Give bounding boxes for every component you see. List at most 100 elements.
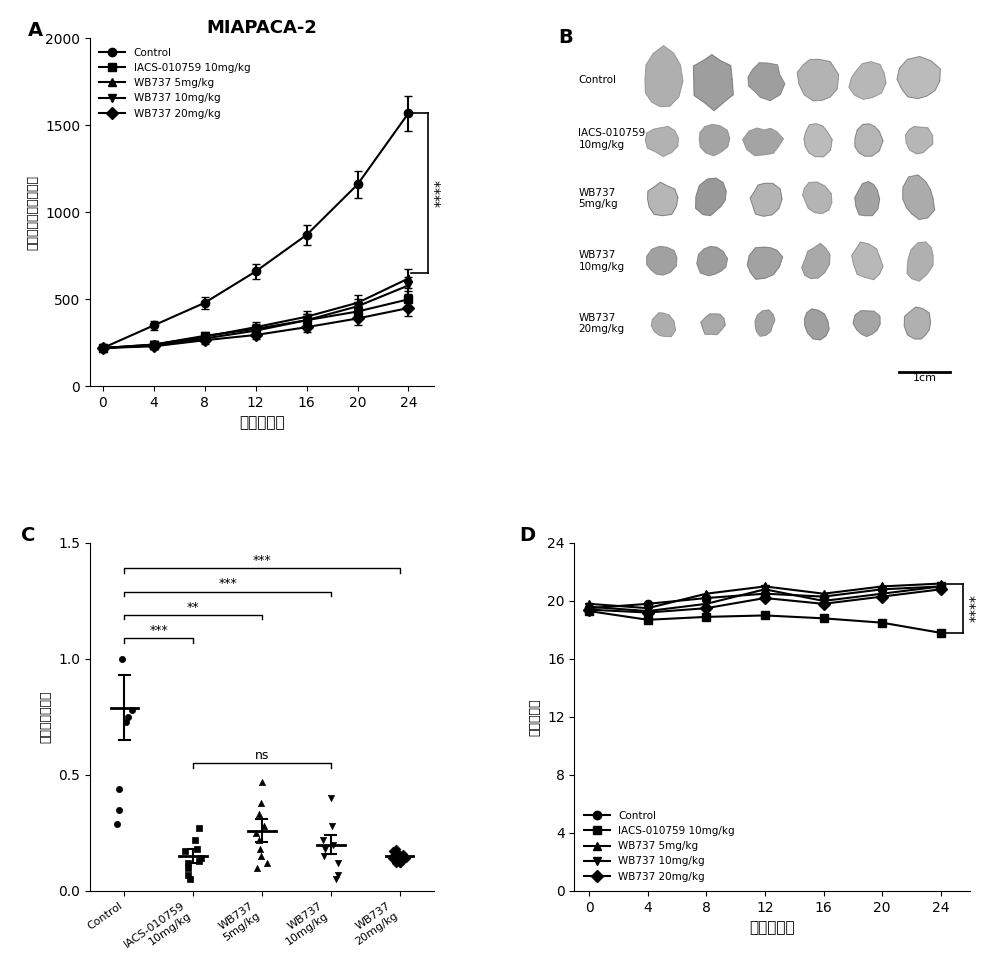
WB737 20mg/kg — [818, 598, 830, 609]
IACS-010759 10mg/kg — [818, 612, 830, 624]
Polygon shape — [696, 178, 726, 216]
Line: WB737 10mg/kg: WB737 10mg/kg — [585, 582, 945, 615]
Polygon shape — [701, 314, 725, 334]
Polygon shape — [697, 246, 727, 276]
Text: ***: *** — [149, 624, 168, 637]
WB737 10mg/kg — [583, 601, 595, 612]
WB737 20mg/kg — [700, 603, 712, 614]
Point — [385, 844, 401, 859]
Text: B: B — [559, 28, 573, 47]
Text: Control: Control — [578, 75, 616, 85]
Point — [251, 833, 267, 848]
Polygon shape — [802, 243, 830, 279]
Point — [330, 867, 346, 882]
Text: 1cm: 1cm — [913, 373, 937, 383]
Polygon shape — [645, 46, 683, 106]
Y-axis label: 肿瘤体积（立方毫米）: 肿瘤体积（立方毫米） — [27, 174, 40, 250]
Point — [325, 837, 341, 853]
Legend: Control, IACS-010759 10mg/kg, WB737 5mg/kg, WB737 10mg/kg, WB737 20mg/kg: Control, IACS-010759 10mg/kg, WB737 5mg/… — [95, 43, 255, 123]
Polygon shape — [648, 182, 678, 216]
Text: ***: *** — [253, 555, 271, 567]
Title: MIAPACA-2: MIAPACA-2 — [207, 19, 317, 36]
WB737 5mg/kg — [876, 581, 888, 592]
Point — [114, 651, 130, 667]
Point — [191, 854, 207, 869]
WB737 20mg/kg — [876, 591, 888, 603]
Control — [876, 583, 888, 595]
IACS-010759 10mg/kg — [876, 617, 888, 628]
IACS-010759 10mg/kg — [700, 611, 712, 623]
Polygon shape — [904, 308, 930, 339]
Line: IACS-010759 10mg/kg: IACS-010759 10mg/kg — [585, 607, 945, 637]
Point — [330, 855, 346, 871]
Polygon shape — [747, 247, 783, 279]
Point — [193, 851, 209, 866]
Point — [120, 709, 136, 724]
Control — [759, 588, 771, 600]
IACS-010759 10mg/kg — [935, 627, 947, 639]
Point — [191, 821, 207, 836]
X-axis label: 时间（天）: 时间（天） — [749, 921, 795, 935]
Point — [124, 702, 140, 718]
Text: WB737
20mg/kg: WB737 20mg/kg — [578, 313, 625, 334]
Polygon shape — [852, 242, 883, 280]
Point — [254, 774, 270, 789]
Polygon shape — [743, 128, 783, 155]
WB737 5mg/kg — [700, 588, 712, 600]
Polygon shape — [907, 242, 933, 281]
WB737 10mg/kg — [935, 581, 947, 592]
WB737 10mg/kg — [700, 598, 712, 609]
WB737 5mg/kg — [818, 588, 830, 600]
Text: IACS-010759
10mg/kg: IACS-010759 10mg/kg — [578, 128, 646, 150]
Text: D: D — [519, 526, 535, 544]
Point — [317, 841, 333, 856]
Polygon shape — [897, 57, 940, 99]
Point — [384, 851, 400, 866]
WB737 20mg/kg — [759, 592, 771, 604]
Point — [111, 781, 127, 796]
Line: WB737 20mg/kg: WB737 20mg/kg — [585, 585, 945, 617]
Point — [328, 872, 344, 887]
Polygon shape — [855, 124, 883, 156]
Control — [935, 581, 947, 592]
Polygon shape — [849, 62, 886, 100]
Point — [118, 714, 134, 729]
Text: A: A — [28, 21, 43, 40]
WB737 5mg/kg — [759, 581, 771, 592]
WB737 20mg/kg — [935, 583, 947, 595]
Text: WB737
10mg/kg: WB737 10mg/kg — [578, 250, 625, 272]
Point — [395, 846, 411, 861]
Y-axis label: 肿瘤重量（克）: 肿瘤重量（克） — [40, 691, 53, 743]
WB737 20mg/kg — [642, 606, 654, 618]
Point — [385, 849, 401, 864]
Point — [111, 802, 127, 817]
Point — [324, 818, 340, 833]
Text: WB737
5mg/kg: WB737 5mg/kg — [578, 188, 618, 209]
Text: ***: *** — [218, 578, 237, 590]
Polygon shape — [699, 125, 730, 155]
Line: Control: Control — [585, 582, 945, 612]
WB737 5mg/kg — [642, 603, 654, 614]
Polygon shape — [750, 183, 782, 217]
IACS-010759 10mg/kg — [642, 614, 654, 626]
Point — [316, 849, 332, 864]
WB737 10mg/kg — [642, 605, 654, 617]
WB737 5mg/kg — [935, 578, 947, 589]
Text: C: C — [21, 526, 36, 544]
Point — [388, 855, 404, 871]
Text: ****: **** — [434, 179, 448, 207]
Point — [394, 854, 410, 869]
Point — [180, 855, 196, 871]
Point — [391, 849, 407, 864]
Control — [700, 592, 712, 604]
Point — [252, 841, 268, 856]
Point — [182, 872, 198, 887]
Point — [249, 860, 265, 876]
Point — [323, 790, 339, 806]
Text: ns: ns — [255, 749, 269, 763]
Polygon shape — [853, 310, 880, 336]
Point — [253, 795, 269, 810]
X-axis label: 时间（天）: 时间（天） — [239, 416, 285, 430]
Point — [388, 854, 404, 869]
Point — [392, 855, 408, 871]
